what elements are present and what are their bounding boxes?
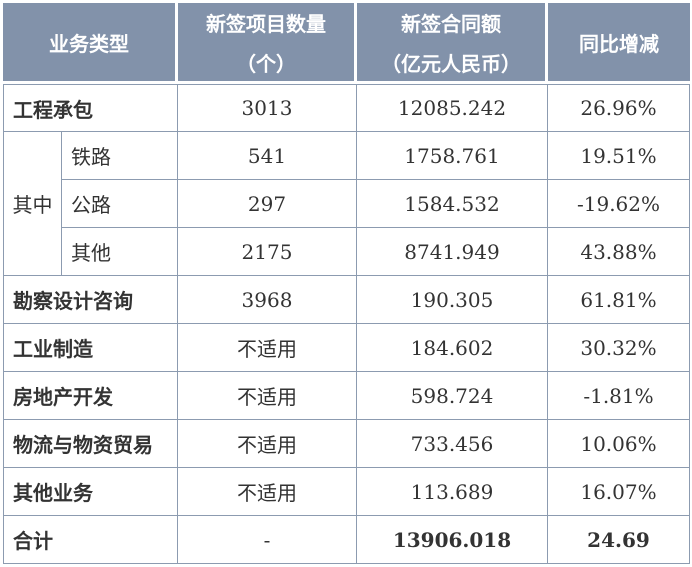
header-contract-amount-line1: 新签合同额 (401, 11, 501, 36)
table-row-logistics-trade: 物流与物资贸易 不适用 733.456 10.06% (3, 420, 690, 468)
cell-projects: 3968 (178, 276, 357, 324)
cell-projects: 297 (178, 180, 357, 228)
table-row-engineering-contracting: 工程承包 3013 12085.242 26.96% (3, 84, 690, 132)
cell-projects: - (178, 516, 357, 564)
header-new-projects-line1: 新签项目数量 (206, 11, 326, 36)
row-label: 工业制造 (3, 324, 178, 372)
table-row-total: 合计 - 13906.018 24.69 (3, 516, 690, 564)
cell-projects: 不适用 (178, 468, 357, 516)
cell-yoy: 16.07% (548, 468, 690, 516)
cell-amount: 598.724 (357, 372, 548, 420)
cell-yoy: 24.69 (548, 516, 690, 564)
row-label: 其他业务 (3, 468, 178, 516)
cell-yoy: 19.51% (548, 132, 690, 180)
header-business-type: 业务类型 (3, 3, 178, 84)
cell-yoy: 30.32% (548, 324, 690, 372)
table-row-highway: 公路 297 1584.532 -19.62% (3, 180, 690, 228)
row-sub-label: 其他 (62, 228, 178, 276)
row-label: 房地产开发 (3, 372, 178, 420)
row-sub-label: 铁路 (62, 132, 178, 180)
cell-projects: 3013 (178, 84, 357, 132)
row-label: 工程承包 (3, 84, 178, 132)
table-row-survey-design: 勘察设计咨询 3968 190.305 61.81% (3, 276, 690, 324)
cell-amount: 184.602 (357, 324, 548, 372)
cell-amount: 113.689 (357, 468, 548, 516)
group-label-among-which: 其中 (3, 132, 62, 276)
table-row-industrial-manufacturing: 工业制造 不适用 184.602 30.32% (3, 324, 690, 372)
cell-projects: 不适用 (178, 324, 357, 372)
cell-amount: 733.456 (357, 420, 548, 468)
cell-amount: 12085.242 (357, 84, 548, 132)
header-new-projects: 新签项目数量 （个） (178, 3, 357, 84)
cell-yoy: -19.62% (548, 180, 690, 228)
cell-yoy: -1.81% (548, 372, 690, 420)
cell-projects: 不适用 (178, 372, 357, 420)
cell-yoy: 61.81% (548, 276, 690, 324)
cell-amount: 8741.949 (357, 228, 548, 276)
cell-amount: 13906.018 (357, 516, 548, 564)
cell-amount: 1584.532 (357, 180, 548, 228)
table-row-railway: 其中 铁路 541 1758.761 19.51% (3, 132, 690, 276)
new-contracts-table: 业务类型 新签项目数量 （个） 新签合同额 （亿元人民币） 同比增减 (3, 3, 690, 564)
header-row: 业务类型 新签项目数量 （个） 新签合同额 （亿元人民币） 同比增减 (3, 3, 690, 84)
header-contract-amount: 新签合同额 （亿元人民币） (357, 3, 548, 84)
row-label: 物流与物资贸易 (3, 420, 178, 468)
cell-projects: 2175 (178, 228, 357, 276)
cell-yoy: 43.88% (548, 228, 690, 276)
table-row-other-business: 其他业务 不适用 113.689 16.07% (3, 468, 690, 516)
header-contract-amount-line2: （亿元人民币） (381, 51, 521, 76)
header-yoy-change-label: 同比增减 (579, 31, 659, 56)
table-row-real-estate: 房地产开发 不适用 598.724 -1.81% (3, 372, 690, 420)
cell-amount: 1758.761 (357, 132, 548, 180)
cell-projects: 不适用 (178, 420, 357, 468)
header-new-projects-line2: （个） (236, 51, 296, 76)
cell-amount: 190.305 (357, 276, 548, 324)
cell-projects: 541 (178, 132, 357, 180)
cell-yoy: 10.06% (548, 420, 690, 468)
cell-yoy: 26.96% (548, 84, 690, 132)
row-sub-label: 公路 (62, 180, 178, 228)
table-row-other-sub: 其他 2175 8741.949 43.88% (3, 228, 690, 276)
header-business-type-label: 业务类型 (49, 31, 129, 56)
row-label-total: 合计 (3, 516, 178, 564)
header-yoy-change: 同比增减 (548, 3, 690, 84)
row-label: 勘察设计咨询 (3, 276, 178, 324)
